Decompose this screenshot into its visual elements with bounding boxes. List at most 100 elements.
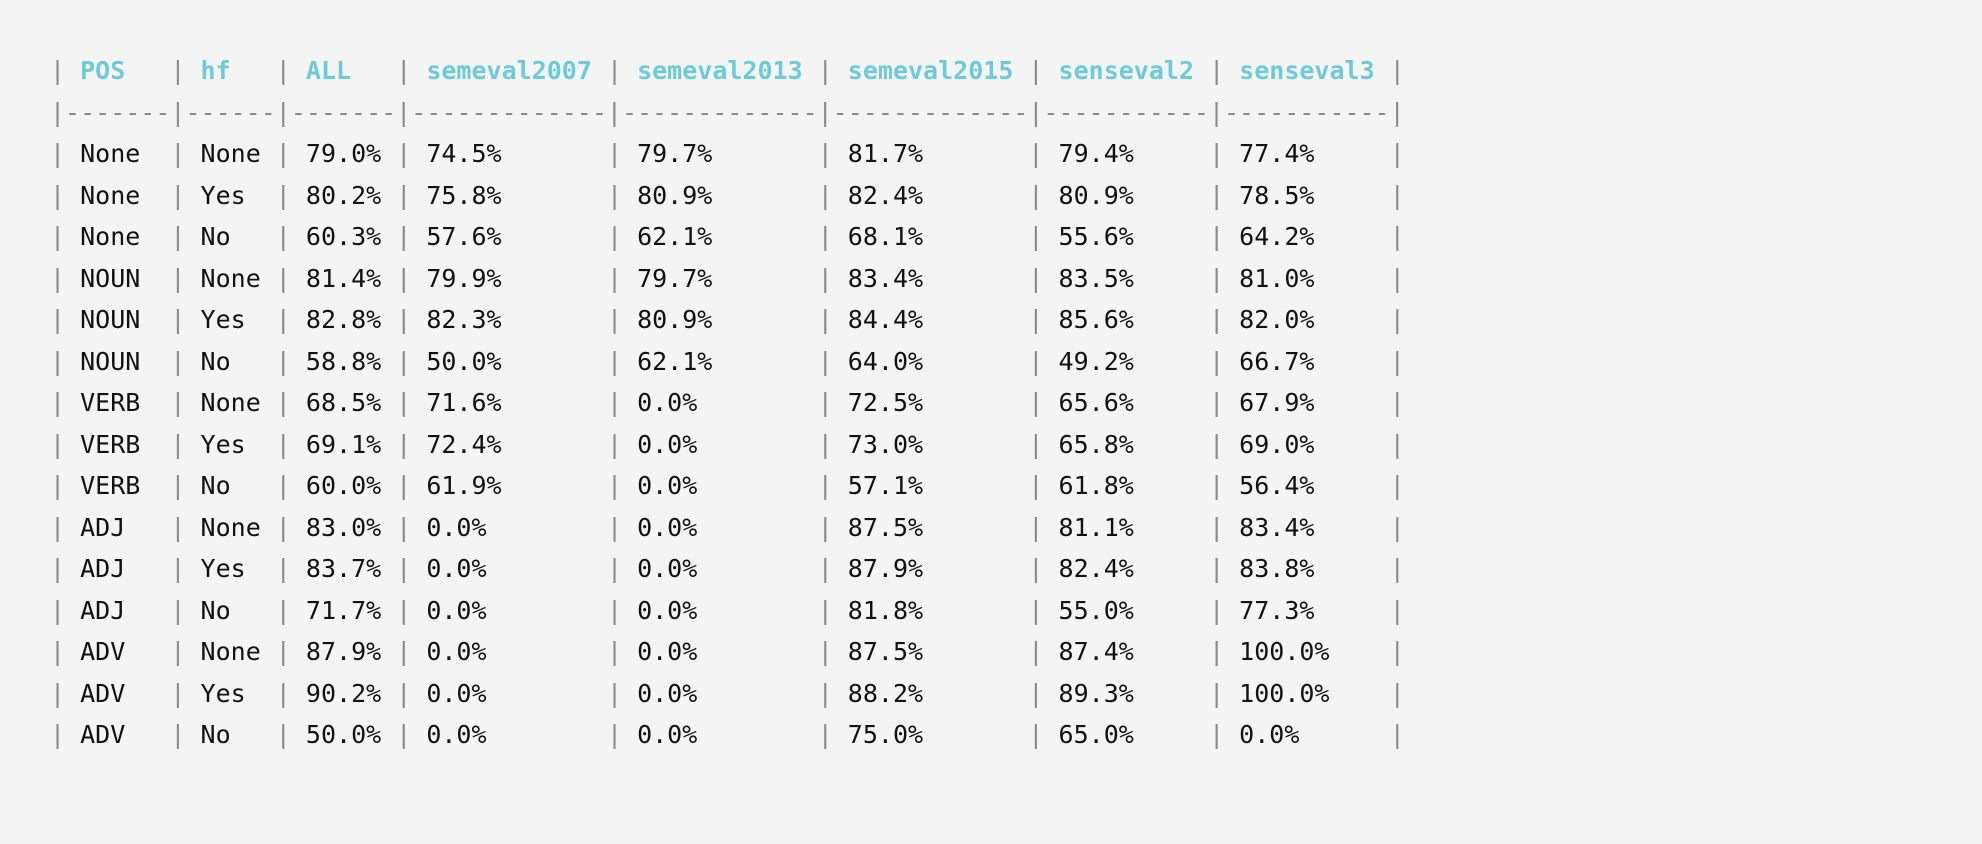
column-separator: | xyxy=(275,512,291,542)
column-separator: | xyxy=(1028,139,1044,168)
table-cell: 0.0% xyxy=(622,554,818,583)
table-cell: 0.0% xyxy=(1224,720,1390,749)
table-cell: None xyxy=(185,637,276,666)
column-separator: | xyxy=(396,388,412,417)
table-cell: ADJ xyxy=(65,595,171,625)
table-cell: 79.7% xyxy=(622,263,818,293)
table-cell: 50.0% xyxy=(411,346,607,376)
table-cell: 75.0% xyxy=(832,720,1029,749)
column-separator: | xyxy=(1209,222,1225,251)
column-separator: | xyxy=(275,720,291,749)
table-cell: 56.4% xyxy=(1224,471,1390,500)
table-cell: 0.0% xyxy=(622,595,818,625)
column-separator: | xyxy=(396,471,412,500)
table-cell: 60.0% xyxy=(290,471,397,500)
table-cell: ADV xyxy=(65,678,171,708)
table-cell: 83.8% xyxy=(1224,554,1390,583)
column-separator: | xyxy=(1028,720,1044,749)
column-separator: | xyxy=(817,429,833,459)
table-cell: 65.0% xyxy=(1043,720,1210,749)
column-separator: | xyxy=(170,56,186,85)
column-separator: | xyxy=(1389,678,1405,708)
table-cell: Yes xyxy=(185,429,276,459)
column-separator: | xyxy=(1389,720,1405,749)
column-separator: | xyxy=(606,180,623,210)
table-cell: 61.9% xyxy=(411,471,607,500)
column-separator: | xyxy=(1028,388,1044,417)
table-cell: 64.0% xyxy=(832,346,1029,376)
column-separator: | xyxy=(1209,180,1225,210)
column-separator: | xyxy=(396,180,412,210)
table-cell: Yes xyxy=(185,554,276,583)
table-cell: 100.0% xyxy=(1224,637,1390,666)
column-separator: | xyxy=(1028,346,1044,376)
column-separator: | xyxy=(50,56,66,85)
column-separator: | xyxy=(50,139,66,168)
column-separator: | xyxy=(275,222,291,251)
column-separator: | xyxy=(170,346,186,376)
column-separator: | xyxy=(396,56,412,85)
table-cell: 81.1% xyxy=(1043,512,1210,542)
table-cell: No xyxy=(185,346,276,376)
column-separator: | xyxy=(1389,346,1405,376)
column-separator: | xyxy=(170,263,186,293)
column-separator: | xyxy=(170,139,186,168)
column-separator: | xyxy=(1209,56,1225,85)
table-cell: 82.4% xyxy=(832,180,1029,210)
column-separator: | xyxy=(1028,554,1044,583)
column-separator: | xyxy=(1209,346,1225,376)
table-cell: None xyxy=(65,139,171,168)
column-separator: | xyxy=(50,222,66,251)
column-separator: | xyxy=(606,595,623,625)
table-cell: 0.0% xyxy=(411,678,607,708)
table-cell: 81.8% xyxy=(832,595,1029,625)
column-separator: | xyxy=(1209,512,1225,542)
column-separator: | xyxy=(1209,429,1225,459)
column-separator: | xyxy=(275,305,291,334)
column-separator: | xyxy=(170,595,186,625)
table-header-separator: |-------|------|-------|-------------|--… xyxy=(50,97,1405,127)
column-separator: | xyxy=(170,429,186,459)
column-separator: | xyxy=(1209,595,1225,625)
table-cell: Yes xyxy=(185,678,276,708)
column-separator: | xyxy=(1389,429,1405,459)
column-header: POS xyxy=(65,56,171,85)
column-separator: | xyxy=(50,429,66,459)
column-separator: | xyxy=(1028,305,1044,334)
table-cell: 0.0% xyxy=(622,678,818,708)
column-separator: | xyxy=(1209,388,1225,417)
column-separator: | xyxy=(396,139,412,168)
table-cell: None xyxy=(185,388,276,417)
column-separator: | xyxy=(606,139,623,168)
column-separator: | xyxy=(817,139,833,168)
table-cell: 83.0% xyxy=(290,512,397,542)
column-separator: | xyxy=(50,637,66,666)
column-separator: | xyxy=(606,471,623,500)
table-cell: NOUN xyxy=(65,263,171,293)
column-separator: | xyxy=(50,512,66,542)
column-header: senseval3 xyxy=(1224,56,1390,85)
column-separator: | xyxy=(817,595,833,625)
column-separator: | xyxy=(606,222,623,251)
column-separator: | xyxy=(50,263,66,293)
column-separator: | xyxy=(170,678,186,708)
column-separator: | xyxy=(817,305,833,334)
column-separator: | xyxy=(396,222,412,251)
table-cell: 82.3% xyxy=(411,305,607,334)
column-separator: | xyxy=(1389,637,1405,666)
column-separator: | xyxy=(50,554,66,583)
column-separator: | xyxy=(1389,222,1405,251)
column-separator: | xyxy=(1209,554,1225,583)
column-separator: | xyxy=(1028,263,1044,293)
table-cell: 73.0% xyxy=(832,429,1029,459)
column-separator: | xyxy=(1028,180,1044,210)
table-cell: 62.1% xyxy=(622,346,818,376)
column-separator: | xyxy=(50,305,66,334)
table-cell: 79.4% xyxy=(1043,139,1210,168)
column-separator: | xyxy=(606,637,623,666)
column-separator: | xyxy=(50,678,66,708)
table-cell: 57.6% xyxy=(411,222,607,251)
column-separator: | xyxy=(817,222,833,251)
column-separator: | xyxy=(275,56,291,85)
table-row: | ADJ | None | 83.0% | 0.0% | 0.0% | 87.… xyxy=(50,507,1405,549)
